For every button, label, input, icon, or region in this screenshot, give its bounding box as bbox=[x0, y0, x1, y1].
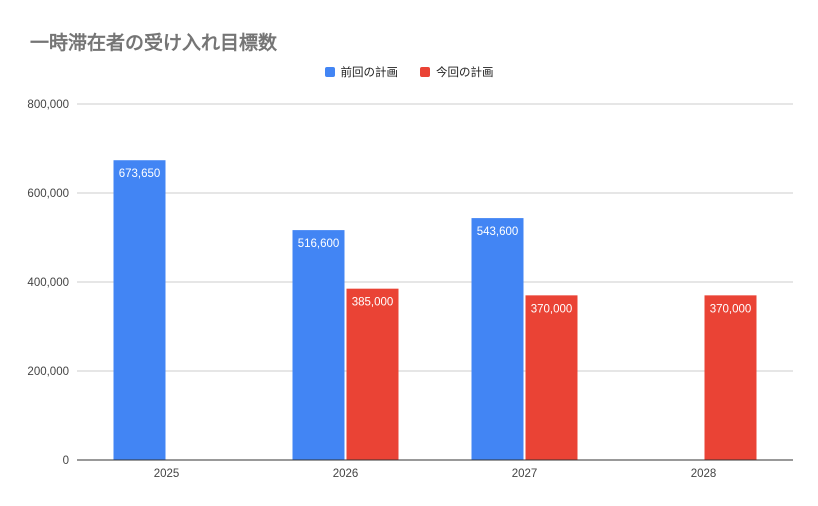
y-tick-label: 400,000 bbox=[27, 277, 69, 289]
legend-swatch-previous-plan bbox=[324, 67, 335, 77]
data-label: 516,600 bbox=[298, 238, 340, 250]
legend-item-previous-plan: 前回の計画 bbox=[324, 64, 399, 80]
x-tick-label: 2025 bbox=[154, 468, 180, 480]
data-label: 385,000 bbox=[352, 297, 394, 309]
chart-title: 一時滞在者の受け入れ目標数 bbox=[30, 32, 278, 54]
bar-previous-plan-2027 bbox=[471, 218, 524, 460]
y-tick-label: 200,000 bbox=[27, 366, 69, 378]
data-label: 370,000 bbox=[710, 303, 752, 315]
y-tick-label: 800,000 bbox=[27, 99, 69, 111]
y-tick-label: 0 bbox=[63, 455, 69, 467]
bar-previous-plan-2025 bbox=[113, 160, 166, 460]
chart-legend: 前回の計画 今回の計画 bbox=[0, 64, 818, 80]
bar-current-plan-2028 bbox=[704, 295, 757, 460]
x-tick-label: 2027 bbox=[512, 468, 538, 480]
y-tick-label: 600,000 bbox=[27, 188, 69, 200]
legend-label-current-plan: 今回の計画 bbox=[436, 65, 494, 79]
data-label: 370,000 bbox=[531, 303, 573, 315]
data-label: 673,650 bbox=[119, 168, 161, 180]
data-label: 543,600 bbox=[477, 226, 519, 238]
legend-label-previous-plan: 前回の計画 bbox=[340, 65, 399, 79]
legend-swatch-current-plan bbox=[420, 67, 430, 77]
bar-previous-plan-2026 bbox=[292, 230, 345, 460]
bar-current-plan-2027 bbox=[525, 295, 578, 460]
bar-current-plan-2026 bbox=[346, 288, 399, 460]
x-tick-label: 2026 bbox=[333, 468, 359, 480]
legend-item-current-plan: 今回の計画 bbox=[420, 64, 494, 80]
x-tick-label: 2028 bbox=[691, 468, 717, 480]
